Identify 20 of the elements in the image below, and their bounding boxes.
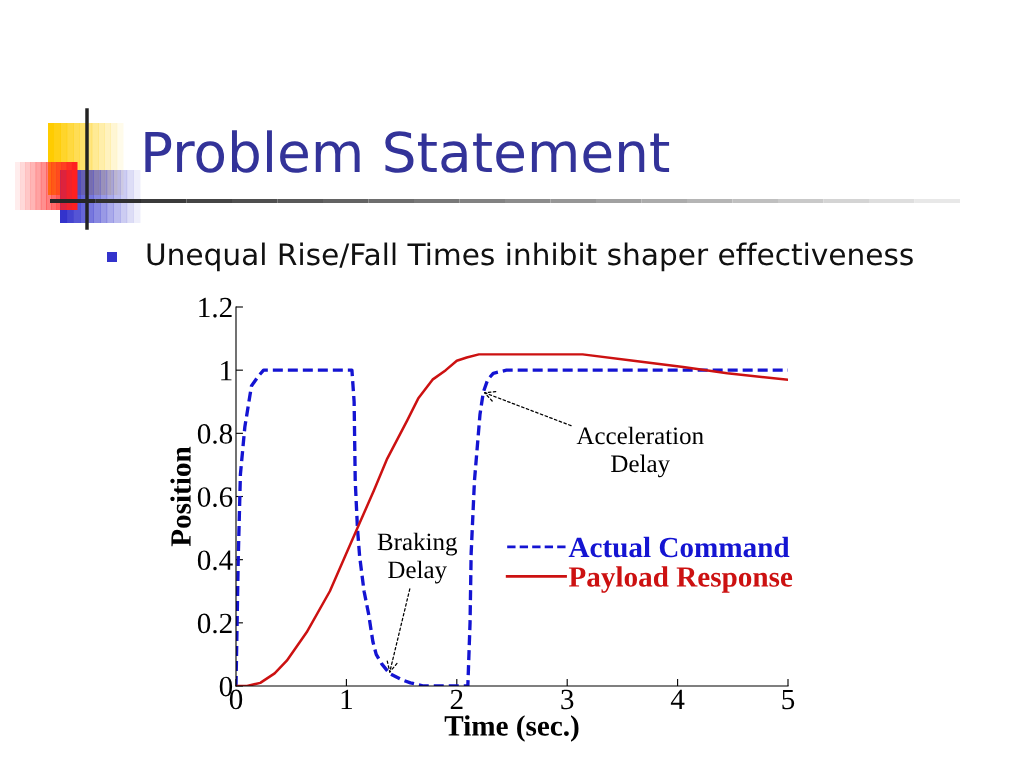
x-tick-label: 3 xyxy=(561,689,574,710)
x-tick-label: 4 xyxy=(670,689,685,710)
x-axis-title: Time (sec.) xyxy=(444,715,579,742)
y-tick-label: 0.6 xyxy=(197,487,233,508)
x-tick-label: 5 xyxy=(782,689,795,710)
annotation: Braking Delay xyxy=(377,532,458,584)
y-tick-label: 0.2 xyxy=(197,613,232,634)
legend-label: Payload Response xyxy=(568,566,793,593)
chart-title: Problem Statement xyxy=(145,130,670,173)
y-tick-label: 1.2 xyxy=(199,297,232,318)
chart-subtitle: Unequal Rise/Fall Times inhibit shaper effectiveness xyxy=(147,242,913,272)
y-tick-label: 0 xyxy=(219,676,233,697)
x-tick-label: 1 xyxy=(341,689,352,710)
x-tick-label: 2 xyxy=(450,689,463,710)
legend-label: Actual Command xyxy=(568,536,790,558)
y-tick-label: 0.8 xyxy=(197,424,233,444)
annotation: Acceleration Delay xyxy=(576,426,704,478)
y-axis-title: Position xyxy=(170,446,191,547)
y-tick-label: 1 xyxy=(221,361,232,381)
y-tick-label: 0.4 xyxy=(197,550,233,571)
